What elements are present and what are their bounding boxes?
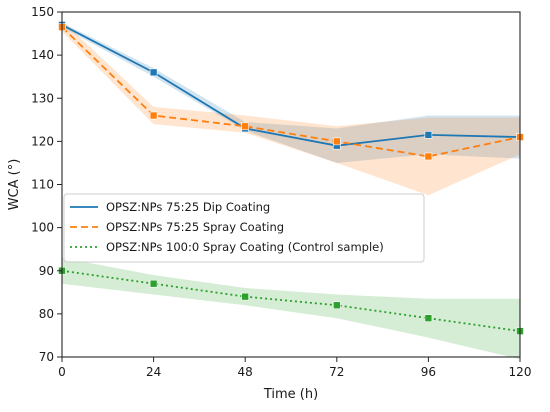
x-tick-label: 96 <box>421 365 436 379</box>
series-1-band <box>62 20 520 196</box>
series-lines <box>61 24 521 333</box>
series-0-point <box>149 68 158 77</box>
y-tick-label: 130 <box>31 91 54 105</box>
y-tick-label: 70 <box>39 350 54 364</box>
y-tick-label: 120 <box>31 134 54 148</box>
legend-label: OPSZ:NPs 75:25 Spray Coating <box>106 220 284 234</box>
series-1-point <box>424 152 433 161</box>
y-tick-label: 90 <box>39 264 54 278</box>
legend-label: OPSZ:NPs 75:25 Dip Coating <box>106 200 270 214</box>
legend-label: OPSZ:NPs 100:0 Spray Coating (Control sa… <box>106 240 384 254</box>
series-2-line <box>61 269 521 333</box>
series-1-point <box>241 122 249 131</box>
series-2-band <box>62 257 520 360</box>
y-tick-label: 110 <box>31 178 54 192</box>
series-2-point <box>424 314 433 322</box>
legend-frame <box>63 193 425 263</box>
series-1-point <box>332 137 341 146</box>
series-1-line <box>61 26 521 158</box>
x-tick-label: 24 <box>146 365 161 379</box>
series-2-point <box>241 292 249 301</box>
y-tick-label: 140 <box>31 48 54 62</box>
series-2-point <box>149 279 158 288</box>
y-tick-label: 100 <box>31 221 54 235</box>
y-axis-label: WCA (°) <box>7 159 22 211</box>
x-tick-label: 48 <box>238 365 253 379</box>
confidence-bands <box>62 20 520 360</box>
x-tick-label: 120 <box>509 365 532 379</box>
series-0-point <box>424 131 433 139</box>
x-tick-label: 0 <box>58 365 66 379</box>
series-2-point <box>332 301 341 310</box>
y-axis-ticks: 70 80 90 100 110 120 130 140 150 <box>31 5 62 364</box>
y-tick-label: 150 <box>31 5 54 19</box>
x-axis-label: Time (h) <box>263 387 318 402</box>
series-1-point <box>149 111 158 120</box>
x-tick-label: 72 <box>329 365 344 379</box>
y-tick-label: 80 <box>39 307 54 321</box>
series-0-band <box>62 22 520 163</box>
x-axis-ticks: 0 24 48 72 96 120 <box>58 357 531 379</box>
legend: OPSZ:NPs 75:25 Dip Coating OPSZ:NPs 75:25… <box>63 193 425 263</box>
series-0-line <box>61 24 521 147</box>
